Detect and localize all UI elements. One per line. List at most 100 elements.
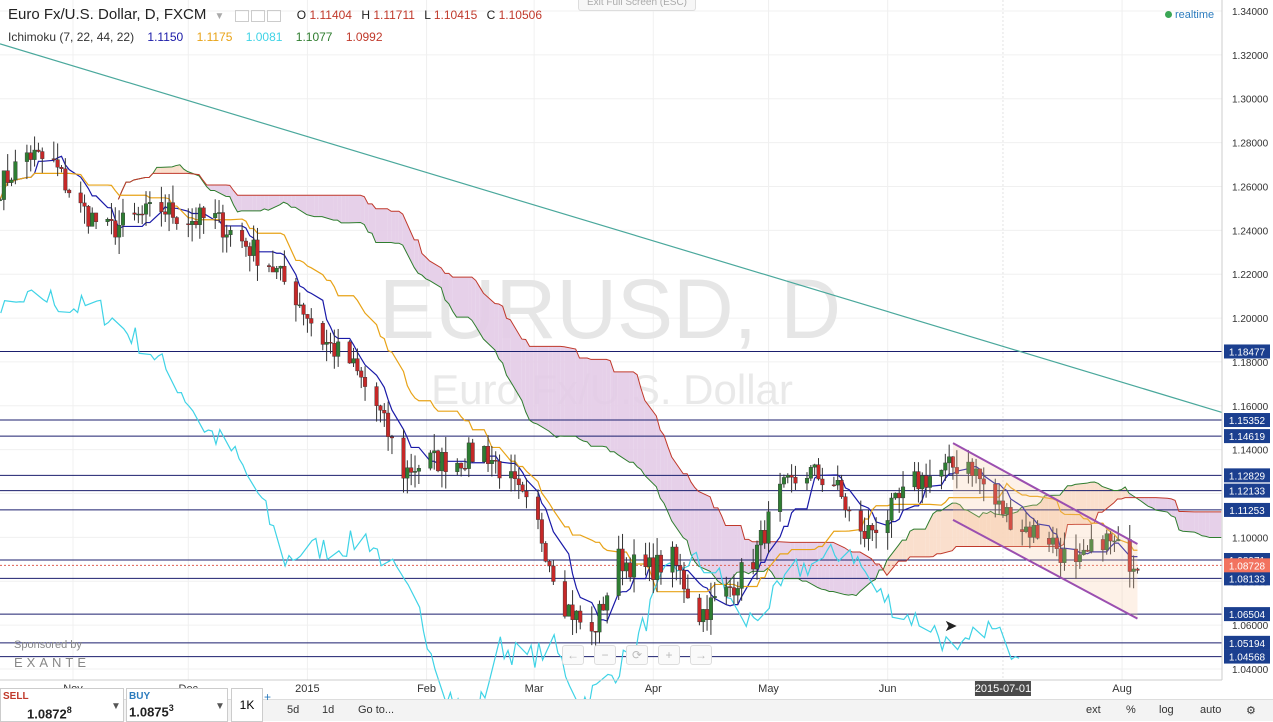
candle-body: [466, 442, 471, 469]
cloud-segment: [994, 513, 1007, 547]
candle-body: [658, 554, 663, 573]
cloud-segment: [1178, 511, 1183, 532]
candle-body: [605, 595, 610, 611]
candle-body: [927, 476, 932, 488]
candle-body: [785, 475, 790, 478]
candle-body: [386, 412, 391, 437]
candle-body: [351, 358, 356, 364]
candle-body: [497, 461, 502, 479]
cloud-segment: [1175, 500, 1179, 530]
indicator-name[interactable]: Ichimoku (7, 22, 44, 22): [8, 30, 135, 44]
horizontal-levels: [0, 350, 1222, 658]
candle-body: [174, 217, 179, 224]
scroll-left-button[interactable]: ←: [562, 645, 584, 665]
y-tick-label: 1.30000: [1232, 95, 1269, 106]
candle-body: [266, 265, 271, 267]
cloud-segment: [629, 371, 634, 463]
cloud-segment: [479, 286, 484, 340]
cloud-segment: [360, 195, 365, 225]
plus-icon[interactable]: +: [264, 690, 272, 704]
y-tick-label: 1.20000: [1232, 314, 1269, 325]
goto-button[interactable]: Go to...: [358, 704, 395, 716]
candle-body: [24, 152, 29, 162]
cloud-segment: [468, 277, 472, 321]
candle-body: [885, 520, 890, 534]
candle-body: [1131, 568, 1136, 572]
cloud-segment: [683, 473, 688, 541]
cloud-segment: [452, 277, 457, 318]
candle-body: [213, 213, 218, 219]
scroll-right-button[interactable]: →: [690, 645, 712, 665]
cloud-segment: [1148, 497, 1153, 508]
exit-fullscreen-button[interactable]: Exit Full Screen (ESC): [578, 0, 696, 11]
symbol-title[interactable]: Euro Fx/U.S. Dollar, D, FXCM: [8, 6, 207, 23]
candle-body: [374, 386, 379, 406]
candle-body: [190, 221, 195, 225]
cloud-segment: [441, 267, 445, 300]
gear-icon[interactable]: ⚙: [1246, 705, 1256, 717]
crosshair-date-label: 2015-07-01: [975, 683, 1031, 695]
cloud-segment: [533, 346, 538, 425]
zoom-out-button[interactable]: −: [594, 645, 616, 665]
candle-body: [224, 234, 229, 238]
cloud-segment: [713, 507, 718, 582]
candle-body: [336, 341, 341, 357]
percent-toggle[interactable]: %: [1126, 704, 1136, 716]
candle-body: [186, 223, 191, 225]
candle-body: [731, 587, 736, 596]
cloud-segment: [617, 371, 630, 463]
buy-button[interactable]: BUY 1.08753 ▼: [126, 688, 228, 722]
quantity-field[interactable]: 1K: [231, 688, 263, 722]
range-5d[interactable]: 5d: [287, 704, 300, 716]
cloud-segment: [552, 346, 557, 438]
candle-body: [701, 609, 706, 623]
candle-body: [632, 554, 637, 578]
trendline: [0, 43, 1223, 413]
chevron-down-icon[interactable]: ▼: [214, 11, 225, 22]
cloud-segment: [579, 358, 584, 441]
candle-body: [789, 475, 794, 478]
candle-body: [240, 230, 245, 242]
sell-button[interactable]: SELL 1.08728 ▼: [0, 688, 124, 722]
cloud-segment: [333, 195, 338, 221]
ext-toggle[interactable]: ext: [1086, 704, 1101, 716]
candle-body: [831, 484, 836, 487]
range-1d[interactable]: 1d: [322, 704, 335, 716]
level-price-box: [1224, 649, 1270, 664]
candle-body: [712, 596, 717, 598]
cloud-segment: [214, 185, 226, 197]
cloud-segment: [537, 346, 549, 431]
candle-body: [804, 478, 809, 484]
zoom-in-button[interactable]: +: [658, 645, 680, 665]
cloud-segment: [898, 540, 903, 562]
header-settings-icons[interactable]: [234, 7, 283, 24]
candle-body: [1100, 539, 1105, 551]
cloud-segment: [1102, 486, 1114, 513]
level-price-box: [1224, 635, 1270, 650]
candle-body: [220, 212, 225, 238]
candle-body: [620, 548, 625, 572]
cloud-segment: [345, 195, 349, 223]
cloud-segment: [825, 542, 830, 592]
status-dot-icon: [1165, 11, 1172, 18]
cloud-segment: [883, 560, 887, 576]
candle-body: [293, 281, 298, 306]
cloud-segment: [587, 358, 592, 447]
candle-body: [1004, 507, 1009, 515]
cloud-segment: [763, 541, 768, 572]
cloud-segment: [348, 195, 361, 223]
candle-body: [1031, 525, 1036, 538]
channel-lower-line: [952, 518, 1138, 620]
candle-body: [324, 342, 329, 345]
reset-button[interactable]: ⟳: [626, 645, 648, 665]
cloud-segment: [471, 277, 476, 327]
auto-toggle[interactable]: auto: [1200, 704, 1222, 716]
candle-body: [943, 462, 948, 471]
candle-body: [105, 219, 110, 222]
log-toggle[interactable]: log: [1159, 704, 1174, 716]
sponsor-logo[interactable]: EXANTE: [14, 655, 91, 670]
cloud-segment: [252, 195, 257, 211]
chart-header: Euro Fx/U.S. Dollar, D, FXCM ▼ O 1.11404…: [8, 6, 548, 24]
candle-body: [570, 604, 575, 620]
